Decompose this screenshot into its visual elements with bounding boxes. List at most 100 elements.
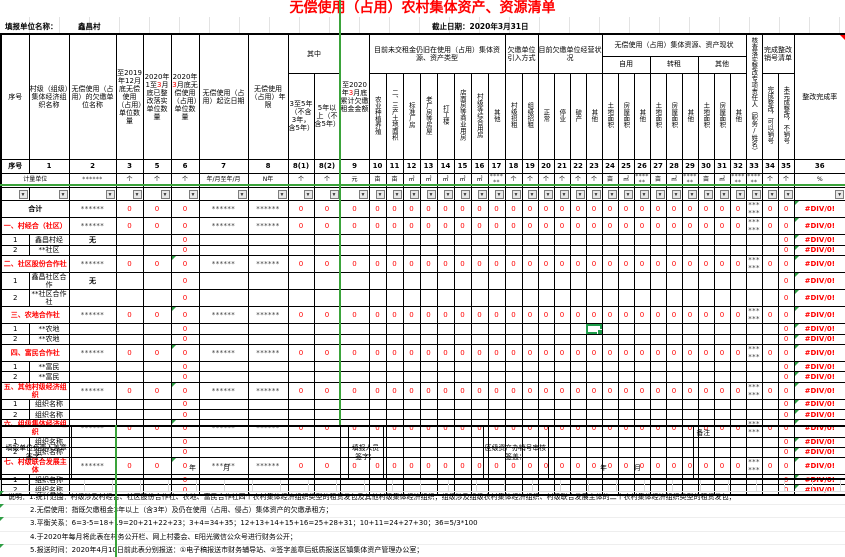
cell-c12[interactable] — [402, 409, 421, 421]
cell-c20[interactable]: 0 — [537, 255, 555, 274]
cell-c36[interactable]: #DIV/0! — [793, 361, 845, 373]
cell-c6[interactable]: 0 — [170, 381, 200, 400]
cell-c18[interactable]: 0 — [504, 200, 523, 219]
cell-c27[interactable]: 0 — [649, 200, 667, 219]
cell-c26[interactable] — [633, 289, 651, 308]
cell-c11[interactable]: 0 — [385, 381, 404, 400]
cell-c14[interactable] — [436, 323, 455, 335]
cell-c24[interactable]: 0 — [601, 200, 619, 219]
header-cell-c27[interactable]: 土地面积 — [649, 72, 667, 160]
cell-c12[interactable] — [402, 371, 421, 383]
cell-c20[interactable] — [537, 333, 555, 346]
filter-dropdown-button[interactable]: ▼ — [671, 190, 681, 200]
cell-c22[interactable] — [569, 333, 587, 346]
cell-c18[interactable] — [504, 398, 523, 411]
cell-c25[interactable]: 0 — [617, 381, 635, 400]
cell-c23[interactable]: 0 — [585, 255, 603, 274]
cell-c5[interactable] — [142, 289, 172, 308]
column-number-cell[interactable]: 3 — [115, 158, 144, 174]
cell-c8b[interactable]: 0 — [313, 217, 341, 236]
cell-c35[interactable]: 0 — [777, 371, 795, 383]
cell-c25[interactable] — [617, 234, 635, 246]
cell-c8a[interactable] — [287, 333, 315, 346]
header-cell-c15[interactable]: 店面房等商业用房 — [453, 72, 472, 160]
report-unit-sign-label[interactable]: 填报单位负责人盖章签字： — [0, 425, 72, 480]
cell-c8a[interactable]: 0 — [287, 381, 315, 400]
cell-c20[interactable]: 0 — [537, 306, 555, 325]
cell-c30[interactable] — [697, 323, 715, 335]
cell-c12[interactable] — [402, 323, 421, 335]
cell-c24[interactable] — [601, 234, 619, 246]
cell-c28[interactable] — [665, 323, 683, 335]
cell-c34[interactable]: 0 — [761, 217, 779, 236]
cell-c27[interactable]: 0 — [649, 306, 667, 325]
cell-c26[interactable] — [633, 409, 651, 421]
cell-c34[interactable] — [761, 361, 779, 373]
cell-c11[interactable]: 0 — [385, 200, 404, 219]
cell-c16[interactable]: 0 — [470, 344, 489, 363]
cell-c7[interactable] — [198, 333, 249, 346]
cell-c16[interactable]: 0 — [470, 306, 489, 325]
column-number-cell[interactable]: 9 — [339, 158, 370, 174]
cell-c20[interactable] — [537, 398, 555, 411]
cell-c29[interactable]: 0 — [681, 255, 699, 274]
header-cell-c8a[interactable]: 3至5年（不含3年，含5年） — [287, 72, 315, 160]
cell-c5[interactable] — [142, 272, 172, 291]
filter-dropdown-button[interactable]: ▼ — [477, 190, 487, 200]
cell-c8a[interactable] — [287, 371, 315, 383]
cell-c19[interactable]: 0 — [521, 217, 539, 236]
cell-c22[interactable] — [569, 323, 587, 335]
cell-c3[interactable]: 0 — [115, 344, 144, 363]
cell-c8[interactable] — [247, 398, 289, 411]
cell-c8[interactable]: ****** — [247, 306, 289, 325]
cell-c13[interactable] — [419, 409, 438, 421]
cell-c19[interactable] — [521, 398, 539, 411]
cell-c20[interactable] — [537, 361, 555, 373]
cell-c15[interactable]: 0 — [453, 217, 472, 236]
cell-c10[interactable] — [368, 272, 387, 291]
cell-c36[interactable]: #DIV/0! — [793, 306, 845, 325]
cell-c7[interactable]: ****** — [198, 381, 249, 400]
cell-c9[interactable]: 0 — [339, 217, 370, 236]
cell-c6[interactable]: 0 — [170, 344, 200, 363]
cell-c27[interactable]: 0 — [649, 255, 667, 274]
reporter-sign-empty-cell[interactable] — [382, 425, 484, 480]
column-number-cell[interactable]: 28 — [665, 158, 683, 174]
column-number-cell[interactable]: 8(1) — [287, 158, 315, 174]
cell-c32[interactable] — [729, 409, 747, 421]
cell-c11[interactable] — [385, 398, 404, 411]
cell-c36[interactable]: #DIV/0! — [793, 289, 845, 308]
cell-c13[interactable] — [419, 289, 438, 308]
column-number-cell[interactable]: 13 — [419, 158, 438, 174]
cell-c36[interactable]: #DIV/0! — [793, 244, 845, 257]
cell-c34[interactable] — [761, 409, 779, 421]
filter-dropdown-button[interactable]: ▼ — [329, 190, 339, 200]
cell-c33[interactable] — [745, 333, 763, 346]
header-cell-c8b[interactable]: 5年以上（不含5年） — [313, 72, 341, 160]
cell-c9[interactable]: 0 — [339, 306, 370, 325]
cell-c24[interactable] — [601, 371, 619, 383]
cell-c13[interactable] — [419, 323, 438, 335]
cell-c31[interactable]: 0 — [713, 217, 731, 236]
cell-c34[interactable]: 0 — [761, 381, 779, 400]
cell-c16[interactable]: 0 — [470, 381, 489, 400]
cell-c19[interactable] — [521, 361, 539, 373]
cell-c14[interactable]: 0 — [436, 200, 455, 219]
cell-c31[interactable]: 0 — [713, 255, 731, 274]
cell-c21[interactable] — [553, 323, 571, 335]
cell-c13[interactable] — [419, 361, 438, 373]
cell-c33[interactable]: ****** — [745, 381, 763, 400]
cell-c23[interactable] — [585, 244, 603, 257]
cell-c20[interactable] — [537, 323, 555, 335]
cell-c6[interactable]: 0 — [170, 323, 200, 335]
cell-c23[interactable]: 0 — [585, 200, 603, 219]
cell-c29[interactable] — [681, 234, 699, 246]
cell-c8[interactable] — [247, 234, 289, 246]
cell-c10[interactable]: 0 — [368, 381, 387, 400]
cell-c28[interactable] — [665, 361, 683, 373]
cell-c19[interactable]: 0 — [521, 306, 539, 325]
cell-c18[interactable] — [504, 289, 523, 308]
cell-c17[interactable] — [487, 371, 506, 383]
cell-c33[interactable]: ****** — [745, 255, 763, 274]
cell-c23[interactable] — [585, 289, 603, 308]
